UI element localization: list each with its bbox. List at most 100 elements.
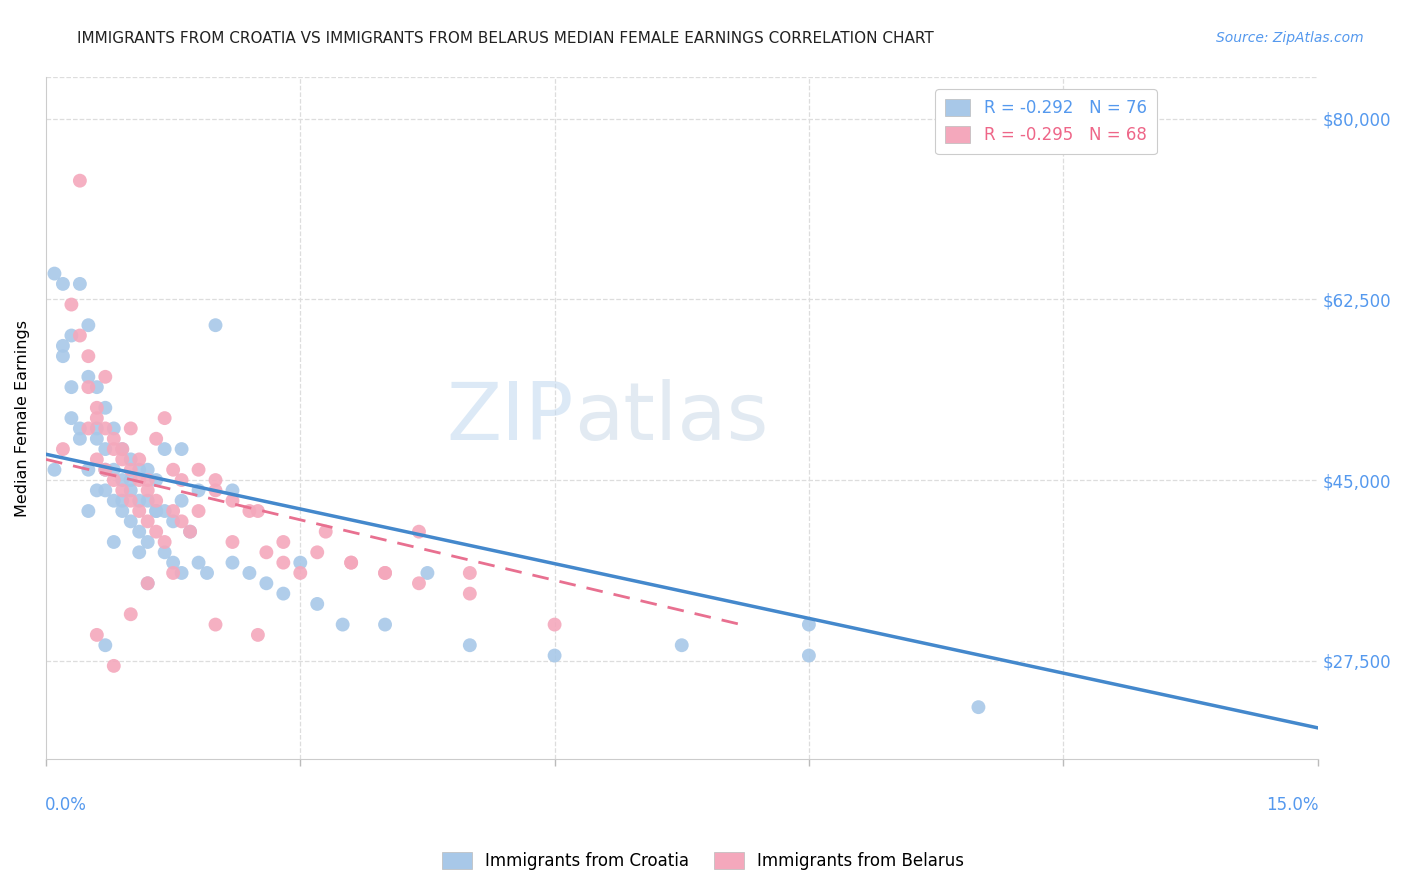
Point [153,545,176,559]
Point [128,545,150,559]
Point [94,369,117,384]
Point [221,483,243,498]
Point [128,524,150,539]
Point [273,586,295,600]
Point [153,535,176,549]
Point [246,628,269,642]
Point [136,576,159,591]
Point [246,504,269,518]
Point [120,473,142,487]
Point [111,442,134,456]
Point [162,463,184,477]
Point [136,576,159,591]
Point [162,514,184,528]
Point [145,504,167,518]
Point [145,504,167,518]
Point [86,411,108,425]
Point [52,349,75,363]
Point [94,463,117,477]
Point [170,473,193,487]
Point [290,566,312,580]
Point [179,524,201,539]
Point [128,452,150,467]
Point [162,504,184,518]
Point [103,658,125,673]
Point [86,401,108,415]
Point [44,267,66,281]
Point [103,432,125,446]
Point [86,628,108,642]
Point [77,349,100,363]
Point [136,463,159,477]
Point [128,463,150,477]
Point [340,556,363,570]
Point [94,483,117,498]
Point [671,638,693,652]
Point [315,524,337,539]
Point [69,277,91,291]
Point [374,566,396,580]
Point [254,545,277,559]
Point [162,566,184,580]
Point [187,504,209,518]
Point [221,535,243,549]
Point [94,421,117,435]
Point [77,318,100,333]
Point [128,493,150,508]
Point [290,556,312,570]
Point [103,442,125,456]
Point [44,463,66,477]
Point [408,576,430,591]
Point [111,504,134,518]
Point [77,369,100,384]
Point [136,535,159,549]
Point [94,638,117,652]
Point [136,514,159,528]
Point [52,277,75,291]
Point [111,483,134,498]
Text: IMMIGRANTS FROM CROATIA VS IMMIGRANTS FROM BELARUS MEDIAN FEMALE EARNINGS CORREL: IMMIGRANTS FROM CROATIA VS IMMIGRANTS FR… [77,31,934,46]
Point [77,463,100,477]
Point [153,442,176,456]
Point [307,545,329,559]
Point [204,483,226,498]
Point [111,493,134,508]
Point [340,556,363,570]
Point [458,566,481,580]
Point [254,576,277,591]
Text: 0.0%: 0.0% [45,797,87,814]
Point [238,504,260,518]
Point [103,473,125,487]
Point [238,566,260,580]
Point [128,473,150,487]
Point [543,648,565,663]
Point [187,556,209,570]
Point [86,452,108,467]
Point [187,463,209,477]
Point [69,421,91,435]
Point [179,524,201,539]
Point [120,452,142,467]
Point [332,617,354,632]
Point [128,504,150,518]
Point [273,556,295,570]
Legend: R = -0.292   N = 76, R = -0.295   N = 68: R = -0.292 N = 76, R = -0.295 N = 68 [935,89,1157,153]
Point [170,493,193,508]
Point [94,442,117,456]
Text: ZIP: ZIP [446,379,574,457]
Point [145,493,167,508]
Point [120,514,142,528]
Point [221,493,243,508]
Point [77,380,100,394]
Point [374,566,396,580]
Point [120,421,142,435]
Point [103,493,125,508]
Point [543,617,565,632]
Point [273,535,295,549]
Point [153,504,176,518]
Point [136,483,159,498]
Point [60,411,83,425]
Point [86,380,108,394]
Point [170,442,193,456]
Point [145,432,167,446]
